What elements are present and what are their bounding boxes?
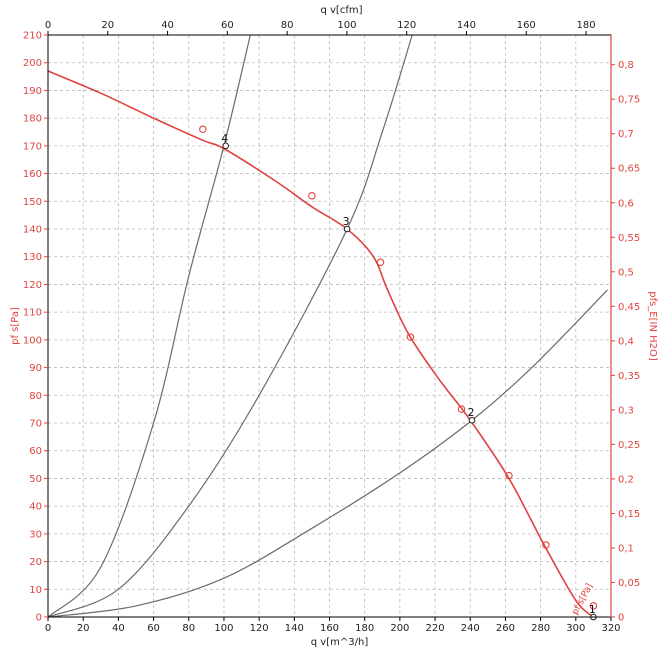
fan-curve-marker xyxy=(376,258,385,267)
operating-point-3 xyxy=(343,225,351,233)
x-bottom-tick-label: 200 xyxy=(390,623,409,634)
y-left-tick-label: 20 xyxy=(29,557,42,568)
fan-curve-marker xyxy=(505,471,513,480)
y-right-tick-label: 0,55 xyxy=(618,233,640,244)
y-right-tick-label: 0,65 xyxy=(618,164,640,175)
fan-curve-marker xyxy=(589,602,598,610)
operating-point-4 xyxy=(222,142,229,150)
y-left-tick-label: 150 xyxy=(23,197,42,208)
y-left-tick-label: 10 xyxy=(29,585,42,596)
y-right-tick-label: 0,35 xyxy=(618,371,640,382)
y-left-tick-label: 190 xyxy=(23,86,42,97)
y-right-tick-label: 0,7 xyxy=(618,129,634,140)
y-right-tick-label: 0,3 xyxy=(618,405,634,416)
y-left-tick-label: 140 xyxy=(23,225,42,236)
x-bottom-tick-label: 120 xyxy=(250,623,269,634)
x-bottom-tick-label: 140 xyxy=(285,623,304,634)
y-left-tick-label: 160 xyxy=(23,169,42,180)
x-bottom-tick-label: 20 xyxy=(77,623,90,634)
x-bottom-tick-label: 60 xyxy=(147,623,160,634)
fan-curve xyxy=(47,70,594,618)
operating-point-label: 4 xyxy=(221,132,228,145)
y-left-tick-label: 0 xyxy=(36,613,42,624)
x-top-tick-label: 180 xyxy=(576,20,595,31)
x-bottom-tick-label: 80 xyxy=(182,623,195,634)
x-top-tick-label: 140 xyxy=(457,20,476,31)
x-bottom-tick-label: 320 xyxy=(601,623,620,634)
y-left-tick-label: 110 xyxy=(23,308,42,319)
fan-curve-marker xyxy=(542,541,550,549)
grid-layer xyxy=(47,34,612,618)
y-right-tick-label: 0,75 xyxy=(618,95,640,106)
x-top-tick-label: 20 xyxy=(101,20,114,31)
y-left-tick-label: 170 xyxy=(23,141,42,152)
fan-curve-marker xyxy=(457,405,466,413)
x-bottom-tick-label: 100 xyxy=(214,623,233,634)
x-bottom-axis-label: q v[m^3/h] xyxy=(311,637,369,648)
fan-curve-marker xyxy=(199,125,207,133)
x-top-tick-label: 80 xyxy=(281,20,294,31)
y-right-tick-label: 0,15 xyxy=(618,509,640,520)
x-bottom-tick-label: 0 xyxy=(45,623,51,634)
fan-curve-marker xyxy=(406,333,415,341)
y-left-tick-label: 40 xyxy=(29,502,42,513)
x-top-tick-label: 40 xyxy=(161,20,174,31)
system-curve-1 xyxy=(47,34,251,618)
system-curve-3 xyxy=(47,289,608,618)
x-bottom-tick-label: 180 xyxy=(355,623,374,634)
y-right-axis-label: pfs_E[IN H2O] xyxy=(647,291,658,361)
x-top-tick-label: 60 xyxy=(221,20,234,31)
y-left-tick-label: 210 xyxy=(23,31,42,42)
x-bottom-tick-label: 280 xyxy=(531,623,550,634)
y-left-tick-label: 60 xyxy=(29,446,42,457)
y-left-tick-label: 120 xyxy=(23,280,42,291)
y-left-tick-label: 100 xyxy=(23,335,42,346)
operating-point-label: 1 xyxy=(589,603,596,616)
y-left-tick-label: 180 xyxy=(23,114,42,125)
x-bottom-tick-label: 240 xyxy=(461,623,480,634)
x-bottom-tick-label: 260 xyxy=(496,623,515,634)
y-right-tick-label: 0,6 xyxy=(618,198,634,209)
y-right-tick-label: 0,45 xyxy=(618,302,640,313)
y-right-tick-label: 0,25 xyxy=(618,440,640,451)
operating-point-2 xyxy=(468,416,476,424)
x-top-tick-label: 160 xyxy=(517,20,536,31)
y-left-tick-label: 130 xyxy=(23,252,42,263)
x-bottom-tick-label: 40 xyxy=(112,623,125,634)
y-right-tick-label: 0,5 xyxy=(618,267,634,278)
x-bottom-tick-label: 160 xyxy=(320,623,339,634)
y-right-tick-label: 0,05 xyxy=(618,578,640,589)
operating-point-label: 3 xyxy=(343,215,350,228)
y-left-tick-label: 70 xyxy=(29,419,42,430)
y-right-tick-label: 0 xyxy=(618,613,624,624)
y-right-tick-label: 0,4 xyxy=(618,336,634,347)
y-left-tick-label: 200 xyxy=(23,58,42,69)
operating-point-label: 2 xyxy=(468,406,475,419)
y-right-tick-label: 0,8 xyxy=(618,60,634,71)
y-right-tick-label: 0,1 xyxy=(618,543,634,554)
axis-layer: 0 20 40 60 80 100 120 140 160 180 200 220 240 260 280 3… xyxy=(10,5,658,648)
x-top-tick-label: 120 xyxy=(397,20,416,31)
system-curve-2 xyxy=(47,34,413,618)
y-right-tick-label: 0,2 xyxy=(618,474,634,485)
x-bottom-tick-label: 300 xyxy=(566,623,585,634)
series-layer xyxy=(47,34,608,618)
y-left-tick-label: 50 xyxy=(29,474,42,485)
y-left-tick-label: 90 xyxy=(29,363,42,374)
y-left-axis-label: pf s[Pa] xyxy=(10,307,21,345)
x-top-tick-label: 0 xyxy=(45,20,51,31)
x-top-tick-label: 100 xyxy=(337,20,356,31)
y-left-tick-label: 80 xyxy=(29,391,42,402)
y-left-tick-label: 30 xyxy=(29,529,42,540)
x-top-axis-label: q v[cfm] xyxy=(320,5,362,16)
fan-curve-marker xyxy=(308,191,316,200)
x-bottom-tick-label: 220 xyxy=(426,623,445,634)
